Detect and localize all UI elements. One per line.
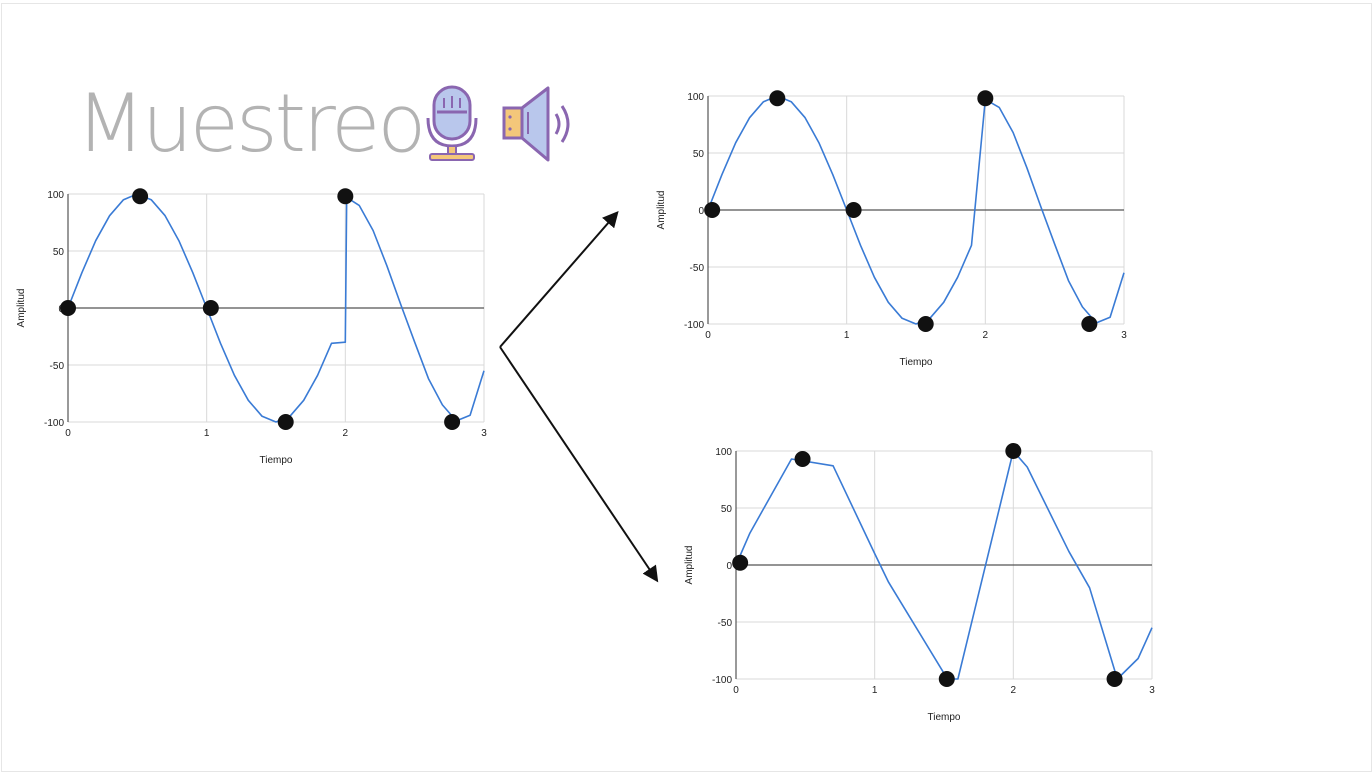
slide-title: Muestreo [76, 77, 426, 170]
sample-point [60, 300, 76, 316]
sampled-signal-chart-top: 0 1 2 3 100 50 0 -50 -100 Tiempo Amplitud [656, 90, 1127, 368]
sample-point [132, 188, 149, 205]
sample-point [769, 90, 786, 107]
sample-point [845, 202, 862, 218]
sample-point [1106, 671, 1123, 687]
x-axis-label: Tiempo [900, 357, 933, 368]
y-tick-label: 0 [726, 561, 732, 572]
sample-point [938, 671, 955, 687]
sample-point [1081, 316, 1098, 332]
x-axis-label: Tiempo [260, 455, 293, 466]
y-tick-label: 50 [53, 247, 65, 258]
x-tick-label: 3 [481, 428, 487, 439]
microphone-icon [426, 85, 478, 161]
y-tick-label: -50 [690, 263, 705, 274]
y-tick-label: 100 [715, 447, 732, 458]
y-tick-label: 0 [698, 206, 704, 217]
y-tick-label: -50 [718, 618, 733, 629]
x-tick-label: 2 [983, 330, 989, 341]
y-tick-label: -50 [50, 361, 65, 372]
sample-point [202, 300, 219, 316]
sample-point [337, 188, 354, 205]
sample-point [1005, 443, 1022, 459]
x-tick-label: 1 [844, 330, 850, 341]
arrow-to-top-chart [499, 210, 619, 348]
speaker-icon [502, 86, 570, 162]
y-tick-label: 50 [721, 504, 733, 515]
sample-point [977, 90, 994, 107]
y-tick-label: -100 [712, 675, 732, 686]
sample-point [444, 414, 461, 430]
y-tick-label: 50 [693, 149, 705, 160]
x-tick-label: 1 [872, 685, 878, 696]
x-tick-label: 2 [1011, 685, 1017, 696]
y-axis-label: Amplitud [16, 289, 27, 328]
sample-point [704, 202, 721, 218]
x-tick-label: 3 [1149, 685, 1155, 696]
arrow-to-bottom-chart [499, 346, 659, 583]
sample-point [917, 316, 934, 332]
y-tick-label: -100 [684, 320, 704, 331]
x-tick-label: 1 [204, 428, 210, 439]
slide: Muestreo [1, 3, 1372, 772]
x-tick-label: 0 [65, 428, 71, 439]
sampled-signal-chart-bottom: 0 1 2 3 100 50 0 -50 -100 Tiempo Amplitud [684, 443, 1155, 723]
x-tick-label: 0 [733, 685, 739, 696]
y-axis-label: Amplitud [684, 546, 695, 585]
y-tick-label: 100 [47, 190, 64, 201]
sample-point [732, 554, 749, 571]
x-tick-label: 3 [1121, 330, 1127, 341]
x-tick-label: 0 [705, 330, 711, 341]
x-tick-label: 2 [343, 428, 349, 439]
sample-point [277, 414, 294, 430]
sample-point [794, 450, 811, 467]
y-axis-label: Amplitud [656, 191, 667, 230]
y-tick-label: -100 [44, 418, 64, 429]
y-tick-label: 100 [687, 92, 704, 103]
x-axis-label: Tiempo [928, 712, 961, 723]
